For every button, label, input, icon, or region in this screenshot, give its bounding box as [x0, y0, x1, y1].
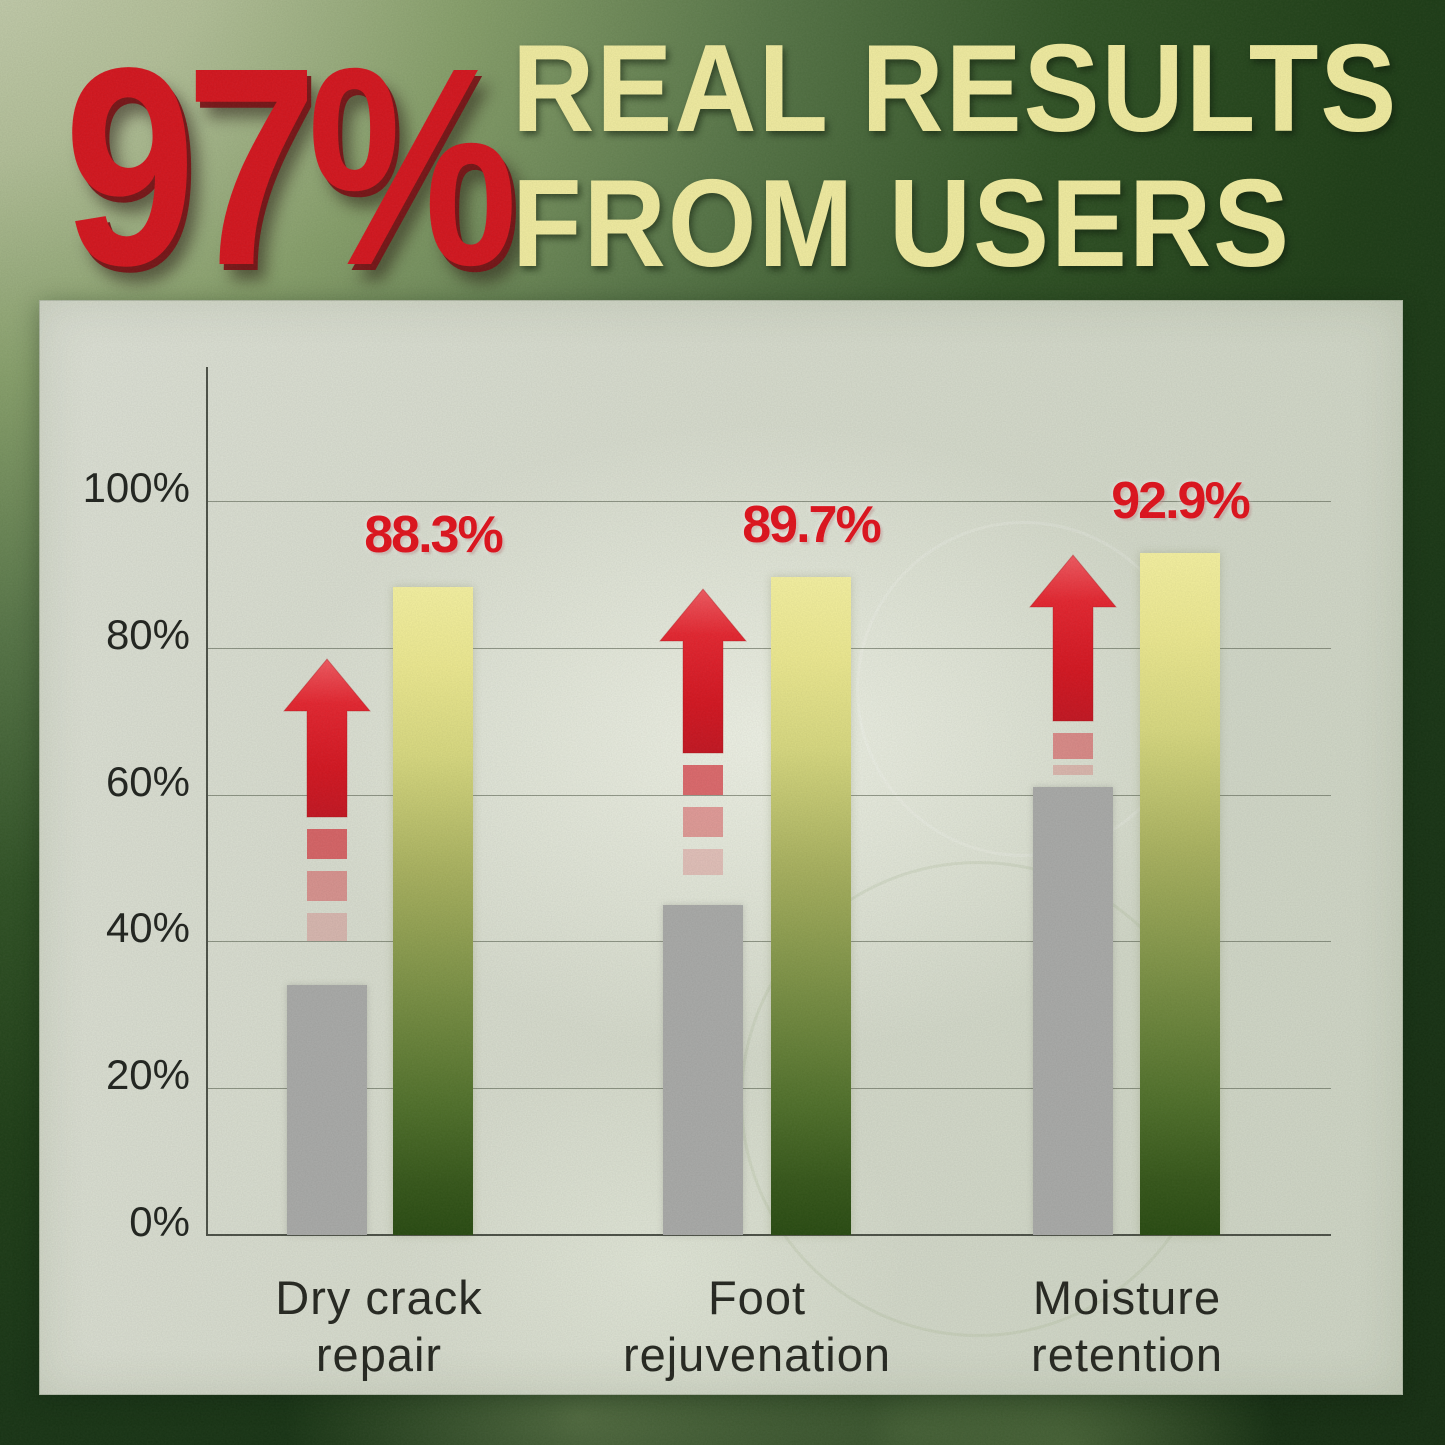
bar-chart: 100% 80% 60% 40% 20% 0% 88.3% Dry crack repair 89…: [83, 367, 1331, 1381]
category-label: Foot rejuvenation: [547, 1269, 967, 1384]
category-line: rejuvenation: [622, 1328, 892, 1382]
value-label: 89.7%: [742, 495, 881, 554]
headline-title: REAL RESULTS FROM USERS: [512, 20, 1399, 294]
headline-stat: 97%: [64, 9, 518, 324]
category-label: Dry crack repair: [169, 1269, 589, 1384]
title-line-2: FROM USERS: [512, 155, 1291, 294]
y-tick-label: 20%: [105, 1051, 190, 1099]
y-axis-line: [206, 367, 208, 1236]
chart-panel: 100% 80% 60% 40% 20% 0% 88.3% Dry crack repair 89…: [39, 300, 1403, 1395]
bar-before: [1033, 787, 1113, 1235]
bar-before: [287, 985, 367, 1235]
value-label: 88.3%: [364, 505, 503, 564]
bar-before: [663, 904, 743, 1235]
y-tick-label: 80%: [105, 610, 190, 658]
y-tick-label: 60%: [105, 757, 190, 805]
category-label: Moisture retention: [917, 1269, 1337, 1384]
increase-arrow-icon: [658, 587, 748, 875]
category-line: repair: [315, 1328, 443, 1382]
y-tick-label: 40%: [105, 904, 190, 952]
increase-arrow-icon: [282, 658, 372, 942]
value-label: 92.9%: [1111, 472, 1250, 531]
bar-after: [771, 576, 851, 1235]
y-tick-label: 100%: [82, 464, 190, 511]
y-tick-label: 0%: [129, 1198, 190, 1245]
title-line-1: REAL RESULTS: [512, 20, 1399, 158]
bar-after: [393, 586, 473, 1235]
bar-after: [1140, 553, 1220, 1235]
category-line: Foot: [707, 1271, 807, 1324]
category-line: Dry crack: [275, 1271, 483, 1324]
category-line: Moisture: [1032, 1271, 1222, 1324]
category-line: retention: [1031, 1328, 1223, 1382]
increase-arrow-icon: [1028, 554, 1118, 776]
